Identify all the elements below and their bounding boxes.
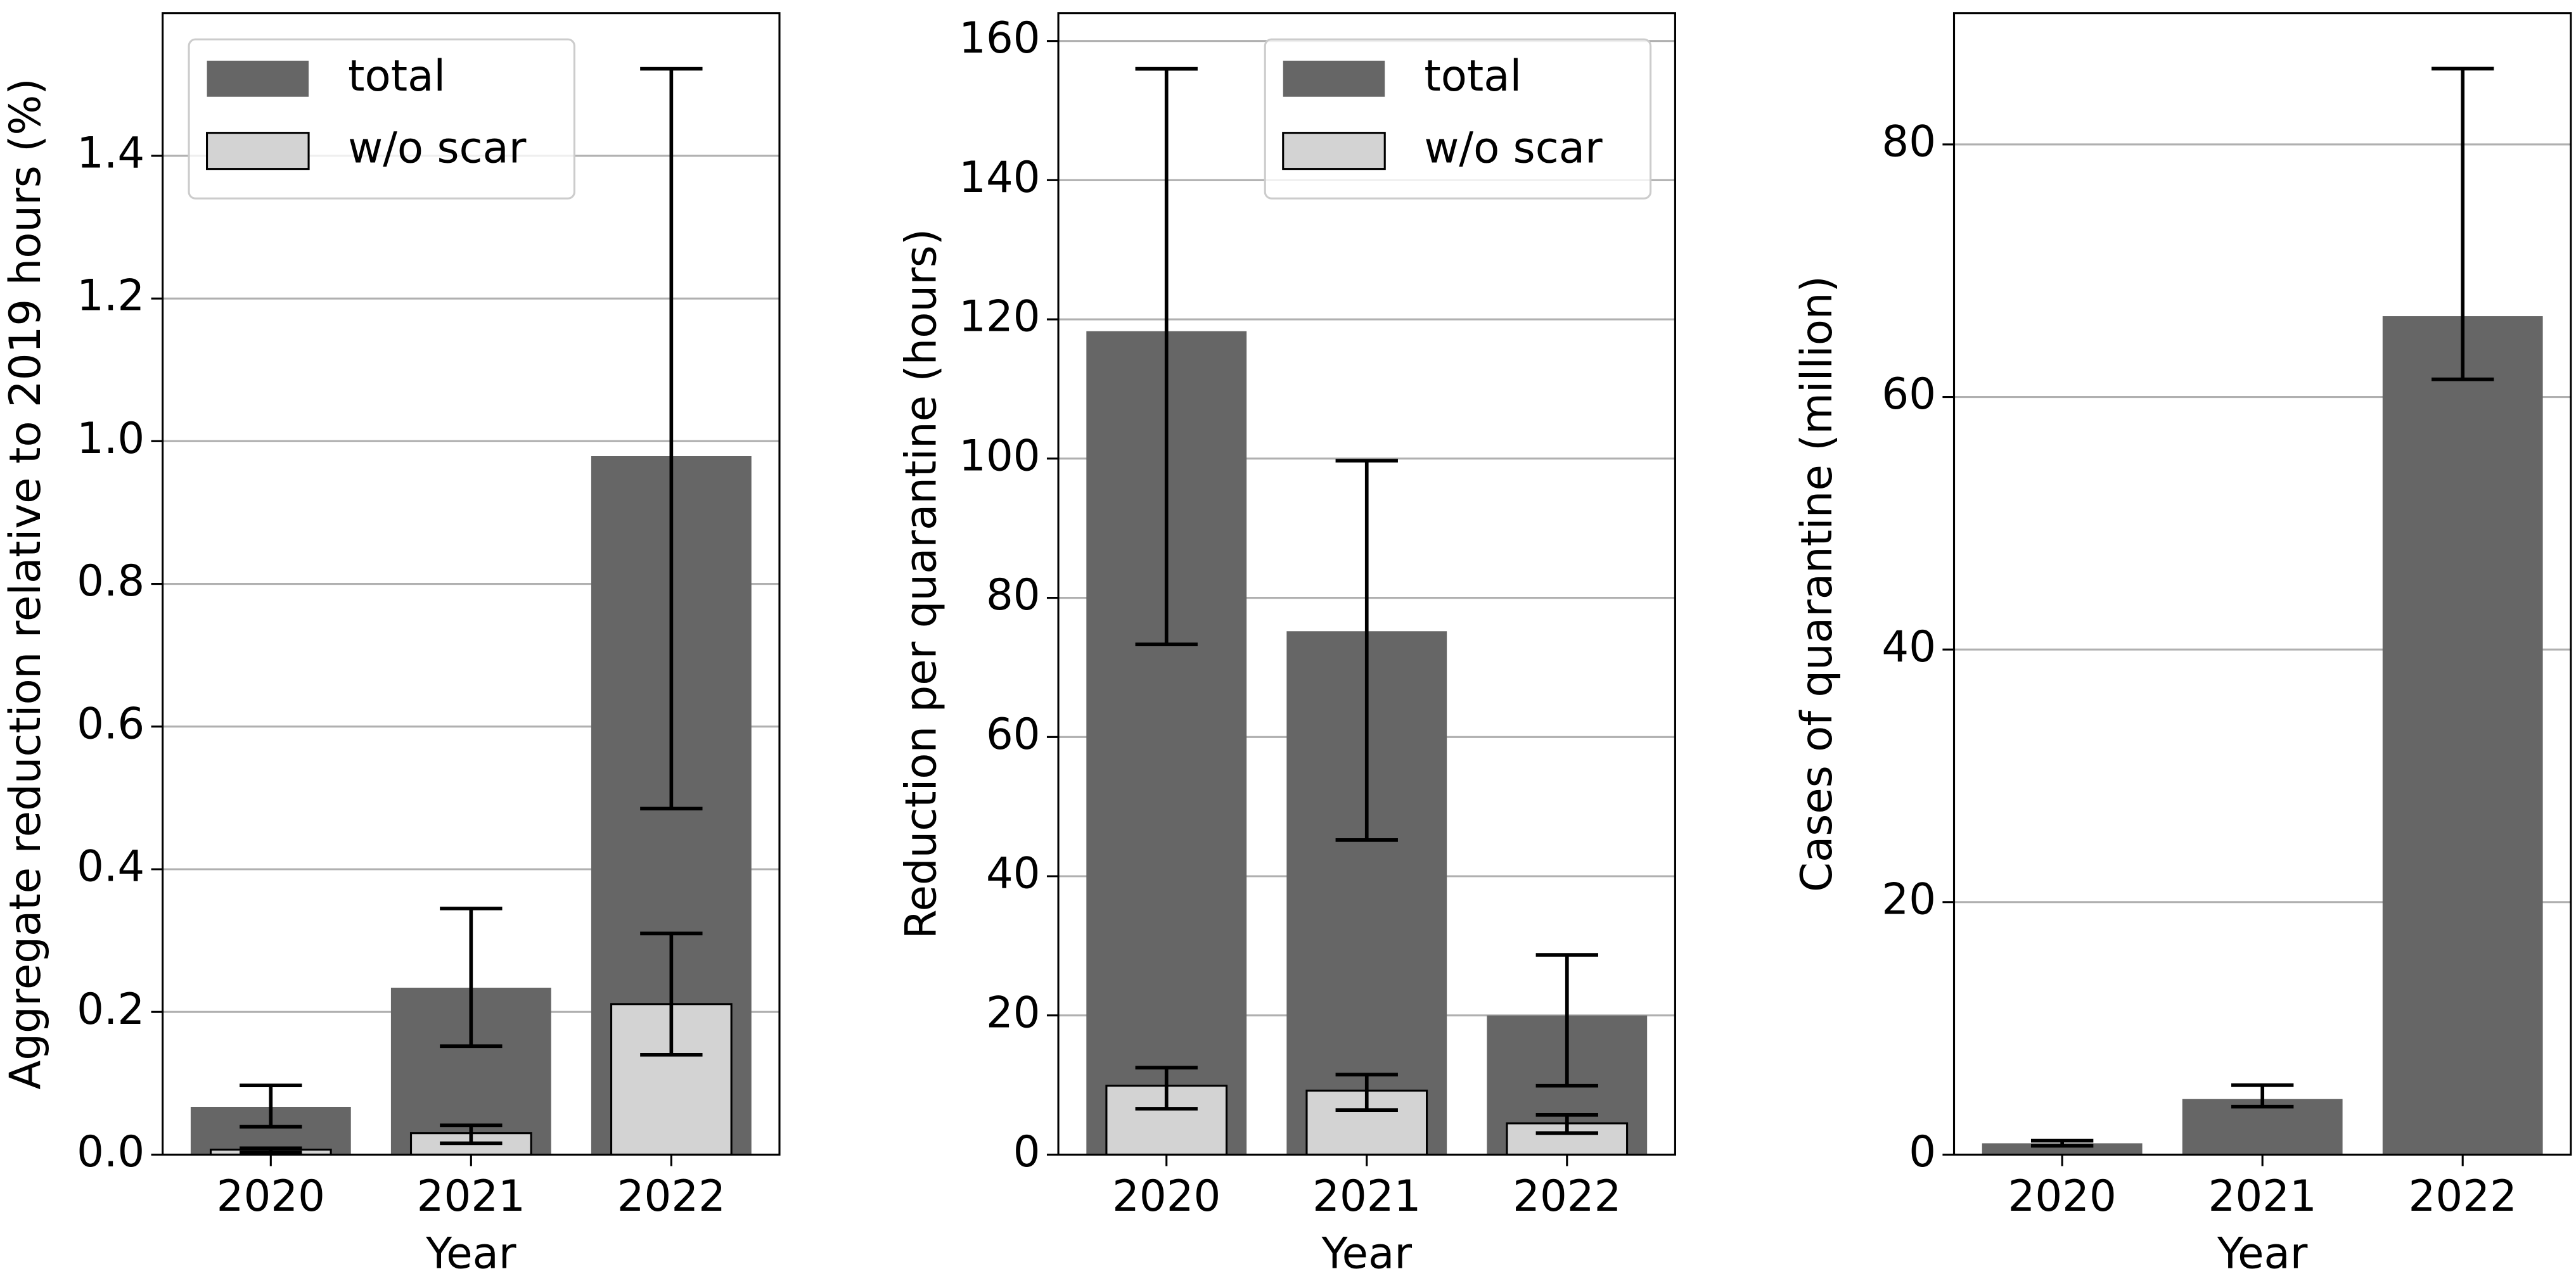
legend-swatch <box>207 60 309 97</box>
y-tick-label: 0.4 <box>77 842 144 891</box>
y-tick-label: 1.4 <box>77 128 144 177</box>
axes-frame <box>1057 12 1676 1156</box>
x-tick-label: 2020 <box>1112 1171 1221 1221</box>
x-tick-label: 2022 <box>1513 1171 1621 1221</box>
y-tick-label: 40 <box>1881 622 1936 672</box>
y-tick-label: 0.2 <box>77 985 144 1034</box>
y-tick-label: 0.0 <box>77 1127 144 1177</box>
y-tick-label: 1.0 <box>77 414 144 463</box>
bar <box>1982 1143 2143 1155</box>
x-axis-label: Year <box>425 1228 516 1276</box>
y-tick-label: 20 <box>986 988 1041 1037</box>
y-axis-label: Reduction per quarantine (hours) <box>896 229 945 939</box>
y-tick-label: 80 <box>986 570 1041 620</box>
axes-frame <box>1952 12 2572 1156</box>
x-tick-label: 2021 <box>417 1171 525 1221</box>
y-tick-label: 0 <box>1909 1127 1936 1177</box>
x-axis-label: Year <box>1321 1228 1413 1276</box>
legend-swatch <box>1282 132 1386 170</box>
x-tick-label: 2022 <box>2409 1171 2517 1221</box>
legend-label: w/o scar <box>1424 124 1603 173</box>
x-tick-label: 2021 <box>2208 1171 2317 1221</box>
y-tick-label: 160 <box>959 13 1040 63</box>
y-tick-label: 100 <box>959 431 1040 480</box>
bar <box>2382 316 2543 1155</box>
legend-swatch <box>1283 60 1385 97</box>
legend-swatch <box>206 132 310 170</box>
y-tick-label: 0 <box>1013 1127 1041 1177</box>
x-tick-label: 2022 <box>617 1171 726 1221</box>
y-tick-label: 0.8 <box>77 556 144 606</box>
legend-label: w/o scar <box>348 124 527 173</box>
y-tick-label: 40 <box>986 849 1041 898</box>
x-tick-label: 2020 <box>217 1171 325 1221</box>
y-tick-label: 80 <box>1881 117 1936 167</box>
x-tick-label: 2021 <box>1312 1171 1421 1221</box>
axes-frame <box>162 12 781 1156</box>
y-axis-label: Cases of quarantine (million) <box>1792 276 1842 892</box>
y-tick-label: 1.2 <box>77 271 144 321</box>
x-axis-label: Year <box>2217 1228 2308 1276</box>
x-tick-label: 2020 <box>2008 1171 2117 1221</box>
legend-label: total <box>348 51 445 101</box>
y-tick-label: 120 <box>959 292 1040 341</box>
y-axis-label: Aggregate reduction relative to 2019 hou… <box>1 78 50 1089</box>
y-tick-label: 60 <box>1881 369 1936 419</box>
y-tick-label: 140 <box>959 153 1040 202</box>
y-tick-label: 60 <box>986 710 1041 759</box>
y-tick-label: 0.6 <box>77 699 144 748</box>
legend-label: total <box>1424 51 1522 101</box>
y-tick-label: 20 <box>1881 874 1936 924</box>
